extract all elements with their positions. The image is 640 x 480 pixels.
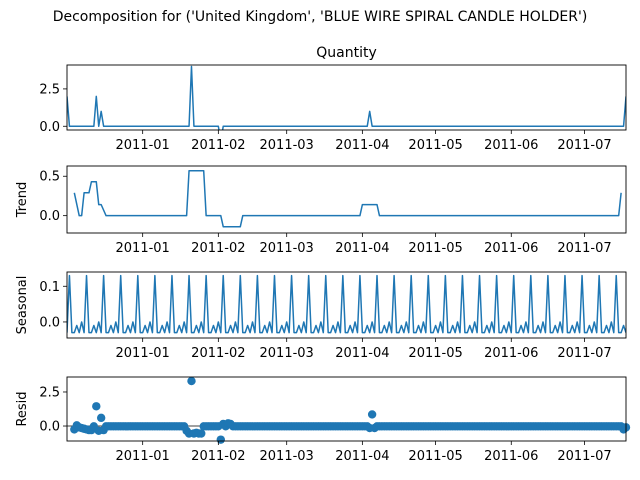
series-line [67, 274, 626, 334]
y-axis-label: Seasonal [15, 276, 30, 335]
x-tick-label: 2011-04 [335, 346, 389, 361]
resid-point [367, 410, 377, 419]
y-tick-label: 2.5 [39, 385, 60, 400]
x-tick-label: 2011-03 [260, 449, 314, 464]
panel-seasonal: 0.0 0.1 2011-01 2011-02 2011-03 2011-04 2011-0… [15, 271, 627, 361]
x-tick-label: 2011-07 [557, 138, 611, 153]
resid-point [96, 413, 106, 423]
x-tick-label: 2011-04 [335, 449, 389, 464]
y-tick-label: 2.5 [39, 82, 60, 97]
y-tick-label: 0.0 [39, 420, 60, 435]
x-tick-label: 2011-03 [260, 346, 314, 361]
x-tick-label: 2011-04 [335, 138, 389, 153]
series-line [67, 65, 626, 130]
x-tick-label: 2011-06 [484, 138, 538, 153]
x-tick-label: 2011-02 [191, 346, 245, 361]
resid-point [197, 429, 206, 438]
x-tick-label: 2011-04 [335, 241, 389, 256]
y-tick-label: 0.1 [39, 280, 60, 295]
x-tick-label: 2011-06 [484, 346, 538, 361]
series-line [73, 169, 622, 228]
y-tick-label: 0.0 [39, 315, 60, 330]
panel-title: Quantity [316, 45, 377, 61]
axes-frame [66, 165, 627, 234]
x-tick-label: 2011-02 [191, 138, 245, 153]
y-tick-label: 0.0 [39, 209, 60, 224]
x-tick-label: 2011-01 [116, 346, 170, 361]
axes-frame [66, 376, 627, 442]
x-tick-label: 2011-02 [191, 449, 245, 464]
resid-point [187, 376, 196, 386]
x-tick-label: 2011-07 [557, 449, 611, 464]
x-tick-label: 2011-01 [116, 138, 170, 153]
x-tick-label: 2011-07 [557, 241, 611, 256]
x-tick-label: 2011-01 [116, 241, 170, 256]
axes-frame [66, 64, 627, 131]
panel-quantity: 0.0 2.5 2011-01 2011-02 2011-03 2011-04 2011-0… [39, 45, 627, 153]
resid-point [92, 402, 101, 411]
resid-point [216, 435, 225, 444]
x-tick-label: 2011-06 [484, 241, 538, 256]
x-tick-label: 2011-05 [408, 241, 462, 256]
y-tick-label: 0.0 [39, 120, 60, 135]
panel-trend: 0.0 0.5 2011-01 2011-02 2011-03 2011-04 2011-0… [15, 165, 627, 256]
x-tick-label: 2011-03 [260, 138, 314, 153]
panels: 0.0 2.5 2011-01 2011-02 2011-03 2011-04 2011-0… [15, 45, 631, 464]
panel-resid: 0.0 2.5 2011-01 2011-02 2011-03 2011-04 2011-0… [15, 376, 631, 464]
y-axis-label: Resid [15, 391, 30, 426]
figure-suptitle: Decomposition for ('United Kingdom', 'BL… [53, 9, 588, 25]
axes-frame [66, 271, 627, 339]
x-tick-label: 2011-06 [484, 449, 538, 464]
x-tick-label: 2011-05 [408, 138, 462, 153]
x-tick-label: 2011-05 [408, 449, 462, 464]
y-tick-label: 0.5 [39, 170, 60, 185]
y-axis-label: Trend [15, 182, 30, 219]
x-tick-label: 2011-07 [557, 346, 611, 361]
x-tick-label: 2011-02 [191, 241, 245, 256]
x-tick-label: 2011-01 [116, 449, 170, 464]
x-tick-label: 2011-05 [408, 346, 462, 361]
x-tick-label: 2011-03 [260, 241, 314, 256]
